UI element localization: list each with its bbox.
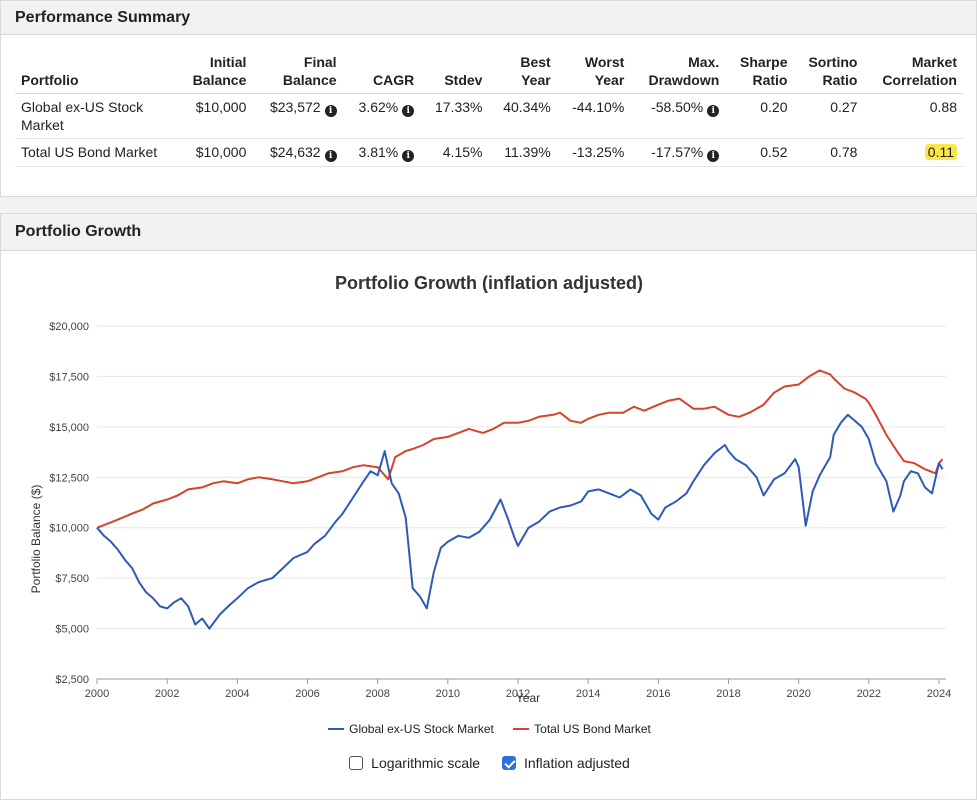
series-line-global-ex-us-stock-market[interactable] <box>96 413 944 630</box>
stdev-value: 17.33% <box>420 93 489 139</box>
performance-table: Portfolio Initial Balance Final Balance CA… <box>15 51 963 167</box>
chart-options: Logarithmic scale Inflation adjusted <box>1 755 977 773</box>
table-row: Global ex-US Stock Market $10,000 $23,57… <box>15 93 963 139</box>
x-tick-label: 2012 <box>506 688 530 700</box>
best-year-value: 11.39% <box>488 138 557 167</box>
inflation-adjusted-label: Inflation adjusted <box>523 755 630 771</box>
col-final-balance: Final Balance <box>252 51 343 94</box>
col-stdev: Stdev <box>420 51 489 94</box>
y-tick-label: $15,000 <box>49 422 89 434</box>
best-year-value: 40.34% <box>488 93 557 139</box>
legend-swatch-red <box>513 728 530 730</box>
sharpe-value: 0.20 <box>725 93 794 139</box>
info-icon[interactable]: i <box>324 150 337 162</box>
chart-grid <box>97 325 946 680</box>
initial-balance: $10,000 <box>177 138 253 167</box>
performance-summary-panel: Performance Summary Portfolio Initial Bal… <box>0 0 977 197</box>
portfolio-growth-panel: Portfolio Growth Portfolio Growth (infla… <box>0 213 977 800</box>
worst-year-value: -13.25% <box>556 138 631 167</box>
max-drawdown-value: -17.57% i <box>630 138 726 167</box>
col-initial-balance: Initial Balance <box>177 51 253 94</box>
worst-year-value: -44.10% <box>556 93 631 139</box>
final-balance: $24,632 i <box>252 138 343 167</box>
info-icon[interactable]: i <box>707 105 720 117</box>
col-cagr: CAGR <box>342 51 421 94</box>
y-tick-label: $12,500 <box>49 472 89 484</box>
col-portfolio: Portfolio <box>15 51 177 94</box>
chart-legend: Global ex-US Stock Market Total US Bond … <box>1 719 977 736</box>
logarithmic-scale-label: Logarithmic scale <box>371 755 481 771</box>
x-tick-label: 2008 <box>365 688 389 700</box>
y-axis-ticks: $2,500 $5,000 $7,500 $10,000 $12,500 $15,000 $… <box>49 321 89 686</box>
x-tick-label: 2022 <box>857 688 881 700</box>
x-axis-ticks: 2000 2002 2004 2006 2008 2010 2012 2014 2016 2018… <box>85 679 951 700</box>
inflation-adjusted-checkbox[interactable] <box>501 756 516 770</box>
legend-item-total-us-bond[interactable]: Total US Bond Market <box>513 722 651 736</box>
correlation-value: 0.11 <box>863 138 963 167</box>
final-balance: $23,572 i <box>252 93 343 139</box>
col-market-correlation: Market Correlation <box>863 51 963 94</box>
logarithmic-scale-option[interactable]: Logarithmic scale <box>349 755 480 771</box>
col-best-year: Best Year <box>488 51 557 94</box>
y-tick-label: $7,500 <box>55 573 89 585</box>
info-icon[interactable]: i <box>707 150 720 162</box>
x-tick-label: 2014 <box>576 688 600 700</box>
x-tick-label: 2000 <box>85 688 109 700</box>
sortino-value: 0.78 <box>793 138 864 167</box>
info-icon[interactable]: i <box>324 105 337 117</box>
sharpe-value: 0.52 <box>725 138 794 167</box>
info-icon[interactable]: i <box>402 150 415 162</box>
x-tick-label: 2018 <box>716 688 740 700</box>
y-tick-label: $20,000 <box>49 321 89 333</box>
chart-title: Portfolio Growth (inflation adjusted) <box>335 273 643 293</box>
performance-summary-header: Performance Summary <box>1 1 976 35</box>
col-sortino-ratio: Sortino Ratio <box>793 51 864 94</box>
initial-balance: $10,000 <box>177 93 253 139</box>
y-axis-label: Portfolio Balance ($) <box>29 485 43 594</box>
chart-series <box>96 369 944 630</box>
x-tick-label: 2020 <box>786 688 810 700</box>
portfolio-name: Global ex-US Stock Market <box>15 93 177 139</box>
portfolio-name: Total US Bond Market <box>15 138 177 167</box>
col-max-drawdown: Max. Drawdown <box>630 51 726 94</box>
max-drawdown-value: -58.50% i <box>630 93 726 139</box>
inflation-adjusted-option[interactable]: Inflation adjusted <box>501 755 630 771</box>
x-tick-label: 2016 <box>646 688 670 700</box>
legend-item-global-ex-us[interactable]: Global ex-US Stock Market <box>328 722 494 736</box>
col-sharpe-ratio: Sharpe Ratio <box>725 51 794 94</box>
legend-label: Total US Bond Market <box>534 722 651 736</box>
col-worst-year: Worst Year <box>556 51 631 94</box>
y-tick-label: $2,500 <box>55 674 89 686</box>
x-tick-label: 2004 <box>225 688 249 700</box>
table-row: Total US Bond Market $10,000 $24,632 i 3.… <box>15 138 963 167</box>
cagr-value: 3.62% i <box>342 93 421 139</box>
legend-swatch-blue <box>328 728 345 730</box>
y-tick-label: $5,000 <box>55 624 89 636</box>
y-tick-label: $10,000 <box>49 523 89 535</box>
portfolio-growth-chart: Portfolio Growth (inflation adjusted) $2… <box>29 273 951 705</box>
x-tick-label: 2010 <box>436 688 460 700</box>
info-icon[interactable]: i <box>402 105 415 117</box>
correlation-value: 0.88 <box>863 93 963 139</box>
stdev-value: 4.15% <box>420 138 489 167</box>
x-tick-label: 2024 <box>927 688 951 700</box>
x-tick-label: 2006 <box>295 688 319 700</box>
y-tick-label: $17,500 <box>49 371 89 383</box>
portfolio-growth-header: Portfolio Growth <box>1 214 976 251</box>
x-tick-label: 2002 <box>155 688 179 700</box>
cagr-value: 3.81% i <box>342 138 421 167</box>
series-line-total-us-bond-market[interactable] <box>96 369 944 529</box>
highlighted-correlation: 0.11 <box>924 144 957 160</box>
table-header-row: Portfolio Initial Balance Final Balance CA… <box>15 51 963 94</box>
logarithmic-scale-checkbox[interactable] <box>349 756 364 770</box>
legend-label: Global ex-US Stock Market <box>349 722 494 736</box>
sortino-value: 0.27 <box>793 93 864 139</box>
x-axis-label: Year <box>516 691 540 705</box>
